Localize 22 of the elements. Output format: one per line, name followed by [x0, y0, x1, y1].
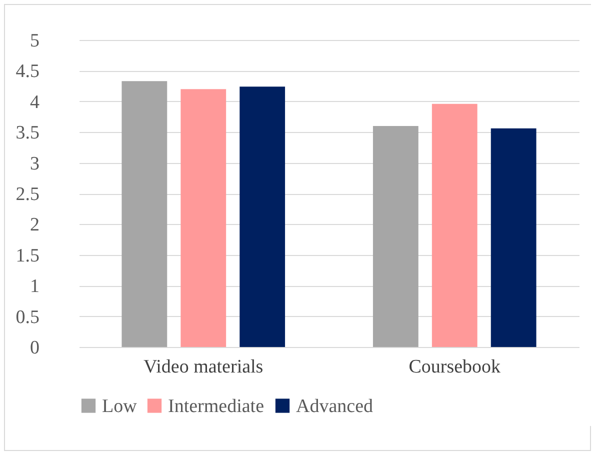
x-tick-label: Coursebook [408, 356, 502, 378]
bar [240, 86, 286, 347]
bar [122, 81, 168, 347]
bar [432, 104, 478, 347]
y-tick-label: 1.5 [16, 245, 40, 266]
bar [372, 126, 418, 347]
bar [490, 128, 536, 347]
y-tick-label: 0.5 [16, 306, 40, 328]
y-tick-label: 3 [30, 153, 40, 174]
legend-label: Intermediate [168, 396, 264, 417]
bar [180, 89, 226, 347]
x-tick-label: Video materials [144, 356, 264, 378]
y-tick-label: 1 [30, 276, 40, 298]
y-tick-label: 0 [30, 338, 40, 358]
y-tick-label: 3.5 [16, 122, 40, 144]
y-tick-label: 2.5 [16, 184, 40, 205]
legend-label: Low [102, 396, 138, 417]
legend-label: Advanced [296, 396, 374, 417]
y-tick-label: 2 [30, 214, 40, 236]
y-tick-label: 5 [30, 30, 40, 52]
y-tick-label: 4 [30, 92, 40, 113]
y-tick-label: 4.5 [16, 61, 40, 82]
